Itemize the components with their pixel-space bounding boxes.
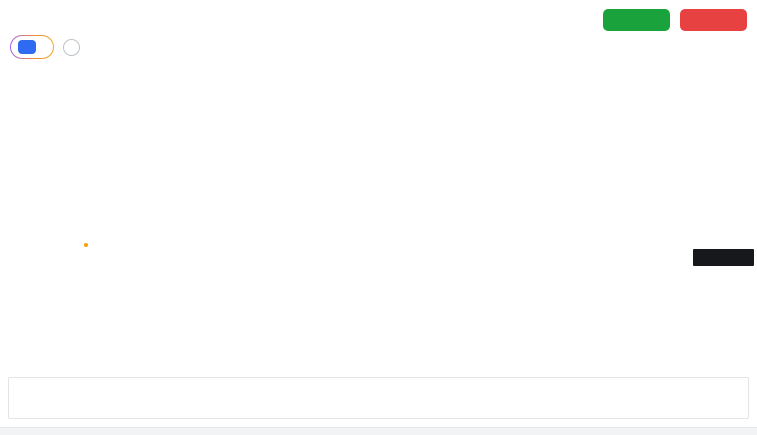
- info-icon[interactable]: [63, 38, 80, 56]
- buy-button[interactable]: [603, 9, 670, 31]
- ai-analyze-chart-button[interactable]: [10, 35, 54, 59]
- ai-icon: [18, 40, 36, 54]
- ai-analysis-bar: [10, 35, 80, 59]
- instrument-header: [10, 8, 747, 32]
- price-chart[interactable]: [0, 62, 757, 363]
- timeframe-selector: [8, 377, 749, 419]
- bottom-section-divider: [0, 427, 757, 435]
- watermark-orange-dot: [84, 243, 88, 247]
- current-price-badge: [693, 249, 754, 266]
- chart-canvas[interactable]: [0, 62, 757, 363]
- sell-button[interactable]: [680, 9, 747, 31]
